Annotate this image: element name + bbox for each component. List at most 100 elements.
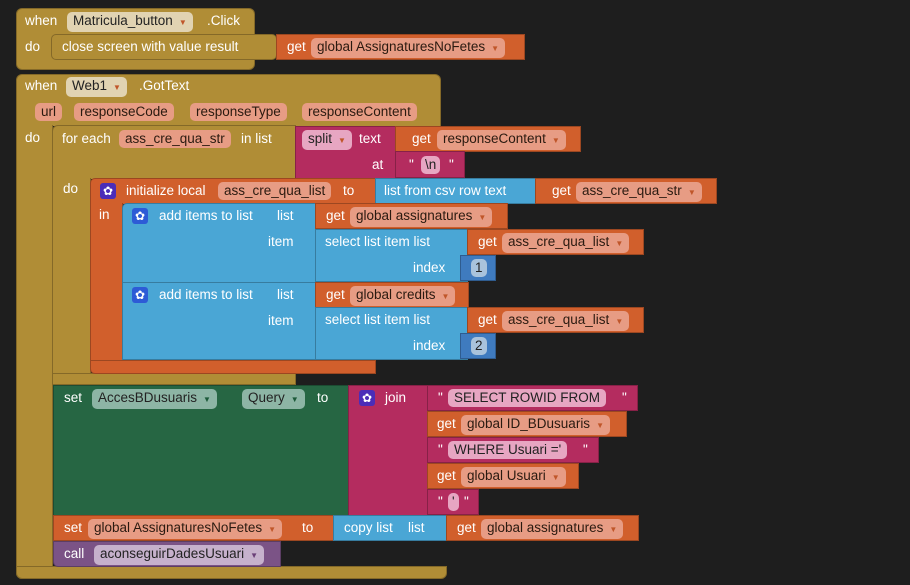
initialize-local-block[interactable]: ✿ initialize local ass_cre_qua_list to (90, 178, 376, 204)
string-newline[interactable]: " \n " (395, 151, 465, 178)
set-global-block[interactable]: set global AssignaturesNoFetes ▼ to (53, 515, 334, 541)
select-list-item-1[interactable]: select list item list index (315, 229, 468, 282)
string-quote[interactable]: " ' " (427, 489, 479, 515)
param-responseType[interactable]: responseType (190, 103, 287, 121)
var-dropdown[interactable]: responseContent ▼ (437, 130, 566, 150)
loop-var[interactable]: ass_cre_qua_str (119, 130, 231, 148)
list-label: list (408, 520, 425, 535)
quote: " (438, 494, 443, 509)
get-label: get (412, 131, 431, 146)
mutator-gear-icon[interactable]: ✿ (132, 208, 148, 224)
call-procedure-block[interactable]: call aconseguirDadesUsuari ▼ (53, 541, 281, 567)
param-url[interactable]: url (35, 103, 63, 121)
close-screen-label: close screen with value result (62, 39, 239, 54)
component-dropdown[interactable]: AccesBDusuaris ▼ (92, 389, 217, 409)
string-value[interactable]: WHERE Usuari =' (448, 441, 568, 459)
at-label: at (372, 157, 384, 172)
mutator-gear-icon[interactable]: ✿ (100, 183, 116, 199)
quote: " (438, 390, 443, 405)
join-block[interactable]: ✿ join (348, 385, 428, 516)
add-items-block-1[interactable]: ✿ add items to list list item (122, 203, 316, 283)
quote: " (583, 442, 588, 457)
join-label: join (385, 390, 407, 405)
get-global-assignatures[interactable]: get global assignatures ▼ (315, 203, 508, 229)
var-dropdown[interactable]: global Usuari ▼ (461, 467, 566, 487)
var-dropdown[interactable]: global credits ▼ (350, 286, 456, 306)
select-label: select list item list (325, 234, 431, 249)
get-global-assignatures-2[interactable]: get global assignatures ▼ (446, 515, 639, 541)
event-label: .Click (207, 13, 240, 28)
get-label: get (437, 416, 456, 431)
csv-label: list from csv row text (384, 183, 507, 198)
set-label: set (64, 520, 83, 535)
component-dropdown[interactable]: Matricula_button ▼ (67, 12, 193, 32)
mutator-gear-icon[interactable]: ✿ (359, 390, 375, 406)
do-label: do (63, 181, 79, 196)
to-label: to (317, 390, 329, 405)
select-label: select list item list (325, 312, 431, 327)
get-global-usuari[interactable]: get global Usuari ▼ (427, 463, 579, 489)
get-ass-cre-qua-list-1[interactable]: get ass_cre_qua_list ▼ (467, 229, 644, 255)
for-each-label: for each (62, 131, 111, 146)
var-dropdown[interactable]: global AssignaturesNoFetes ▼ (88, 519, 283, 539)
in-label: in (99, 207, 110, 222)
number-2[interactable]: 2 (460, 333, 496, 359)
var-dropdown[interactable]: ass_cre_qua_str ▼ (576, 182, 702, 202)
string-select[interactable]: " SELECT ROWID FROM " (427, 385, 638, 411)
var-dropdown[interactable]: global assignatures ▼ (350, 207, 493, 227)
set-label: set (64, 390, 83, 405)
procedure-dropdown[interactable]: aconseguirDadesUsuari ▼ (94, 545, 264, 565)
add-label: add items to list (159, 287, 253, 302)
get-block[interactable]: get global AssignaturesNoFetes ▼ (276, 34, 525, 60)
var-dropdown[interactable]: ass_cre_qua_list ▼ (502, 233, 630, 253)
string-value[interactable]: SELECT ROWID FROM (448, 389, 607, 407)
close-screen-block[interactable]: close screen with value result (51, 34, 277, 60)
text-label: text (359, 131, 381, 146)
string-where[interactable]: " WHERE Usuari =' " (427, 437, 599, 463)
get-ass-cre-qua-str[interactable]: get ass_cre_qua_str ▼ (535, 178, 717, 204)
copy-list-block[interactable]: copy list list (333, 515, 447, 541)
web1-dropdown[interactable]: Web1 ▼ (66, 77, 127, 97)
add-items-block-2[interactable]: ✿ add items to list list item (122, 282, 316, 360)
for-each-left: do (52, 178, 91, 384)
var-dropdown[interactable]: global assignatures ▼ (481, 519, 624, 539)
var-dropdown[interactable]: global ID_BDusuaris ▼ (461, 415, 610, 435)
index-label: index (413, 338, 446, 353)
get-ass-cre-qua-list-2[interactable]: get ass_cre_qua_list ▼ (467, 307, 644, 333)
var-dropdown[interactable]: global AssignaturesNoFetes ▼ (311, 38, 506, 58)
list-from-csv-row[interactable]: list from csv row text (375, 178, 536, 204)
local-var[interactable]: ass_cre_qua_list (218, 182, 332, 200)
get-global-credits[interactable]: get global credits ▼ (315, 282, 469, 308)
copy-list-label: copy list (344, 520, 393, 535)
do-label: do (25, 130, 41, 145)
get-label: get (326, 208, 345, 223)
get-label: get (478, 234, 497, 249)
init-label: initialize local (126, 183, 206, 198)
quote: " (409, 157, 414, 172)
when-label: when (25, 13, 58, 28)
get-id-bdusuaris[interactable]: get global ID_BDusuaris ▼ (427, 411, 627, 437)
string-value[interactable]: \n (421, 156, 441, 174)
init-bottom (90, 360, 376, 374)
get-label: get (552, 183, 571, 198)
property-dropdown[interactable]: Query ▼ (242, 389, 305, 409)
dropdown-arrow-icon: ▼ (178, 18, 187, 27)
mutator-gear-icon[interactable]: ✿ (132, 287, 148, 303)
get-label: get (287, 39, 306, 54)
number-value[interactable]: 2 (471, 337, 487, 355)
call-label: call (64, 546, 85, 561)
param-responseCode[interactable]: responseCode (74, 103, 174, 121)
split-dropdown[interactable]: split ▼ (302, 130, 352, 150)
select-list-item-2[interactable]: select list item list index (315, 307, 468, 360)
split-block[interactable]: split ▼ text at (295, 126, 396, 179)
number-value[interactable]: 1 (471, 259, 487, 277)
set-query-block[interactable]: set AccesBDusuaris▼ . Query▼ to (53, 385, 349, 516)
string-value[interactable]: ' (448, 493, 459, 511)
event-label: .GotText (139, 78, 190, 93)
var-dropdown[interactable]: ass_cre_qua_list ▼ (502, 311, 630, 331)
number-1[interactable]: 1 (460, 255, 496, 281)
param-responseContent[interactable]: responseContent (302, 103, 417, 121)
do-label: do (25, 39, 41, 54)
for-each-block[interactable]: for each ass_cre_qua_str in list (52, 125, 296, 179)
get-responseContent[interactable]: get responseContent ▼ (395, 126, 581, 152)
